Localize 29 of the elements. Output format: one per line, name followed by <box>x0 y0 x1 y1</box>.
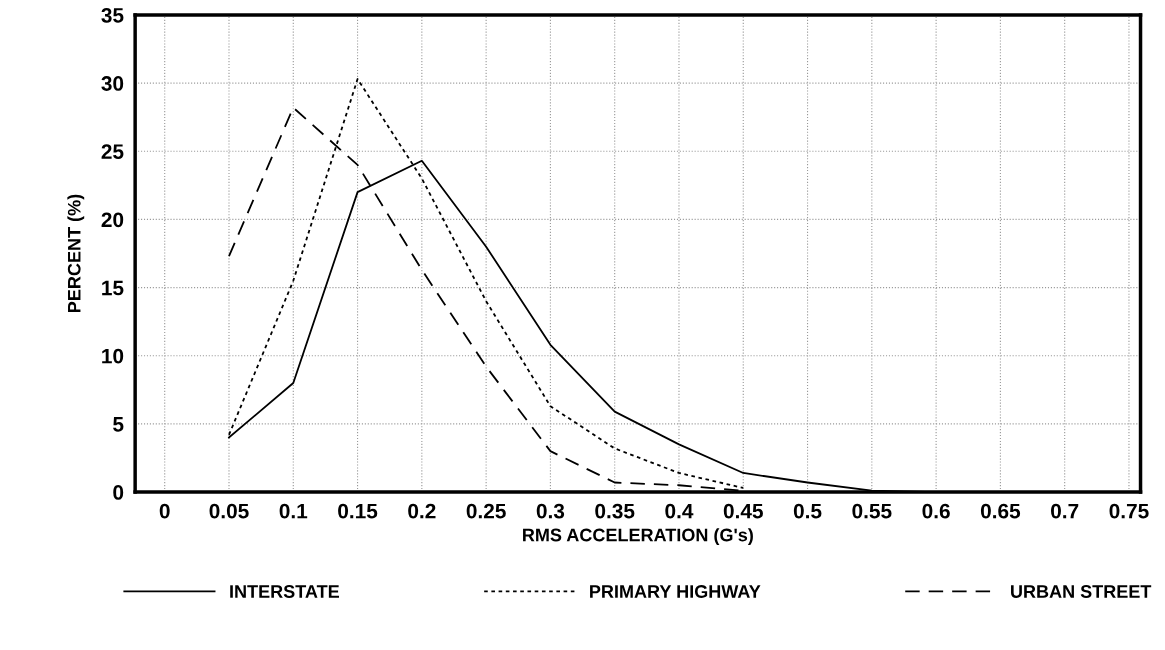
x-tick-label: 0.3 <box>536 503 565 519</box>
legend-label: URBAN STREET <box>1011 585 1152 598</box>
y-tick-label: 30 <box>101 76 124 91</box>
x-tick-label: 0.25 <box>466 503 506 519</box>
x-tick-label: 0.7 <box>1051 503 1079 519</box>
x-tick-label: 0.05 <box>209 503 249 519</box>
x-tick-label: 0.5 <box>793 503 822 519</box>
x-tick-label: 0.35 <box>595 503 635 519</box>
legend-label: PRIMARY HIGHWAY <box>590 585 761 598</box>
x-axis-title: RMS ACCELERATION (G's) <box>523 528 753 545</box>
x-tick-label: 0.45 <box>723 503 763 519</box>
y-tick-label: 10 <box>102 348 124 364</box>
y-tick-label: 20 <box>101 212 124 228</box>
x-tick-label: 0.65 <box>980 503 1021 519</box>
x-tick-label: 0.1 <box>279 503 308 519</box>
x-tick-label: 0.2 <box>408 503 436 519</box>
y-tick-label: 5 <box>113 417 124 432</box>
x-tick-label: 0.15 <box>338 503 378 519</box>
y-tick-label: 25 <box>101 144 124 160</box>
y-tick-label: 15 <box>102 280 124 296</box>
x-tick-label: 0.6 <box>922 503 950 519</box>
y-tick-label: 35 <box>101 7 124 23</box>
x-tick-label: 0.75 <box>1109 503 1149 519</box>
y-tick-label: 0 <box>113 485 124 500</box>
x-tick-label: 0.55 <box>852 503 892 519</box>
y-axis-title: PERCENT (%) <box>67 194 85 312</box>
x-tick-label: 0 <box>159 503 170 519</box>
legend-label: INTERSTATE <box>230 585 339 598</box>
x-tick-label: 0.4 <box>665 503 694 519</box>
